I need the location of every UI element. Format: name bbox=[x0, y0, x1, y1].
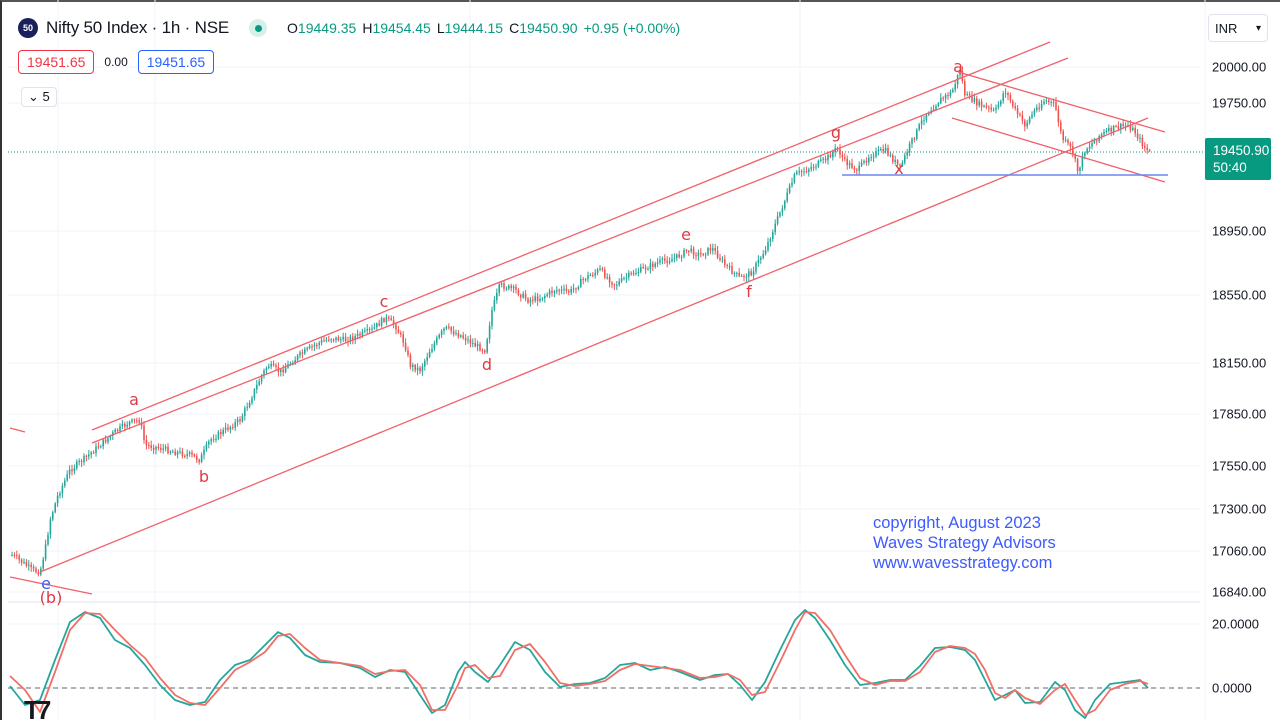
price-axis-label: 17300.00 bbox=[1212, 501, 1267, 517]
svg-text:a: a bbox=[953, 57, 963, 76]
svg-text:b: b bbox=[199, 467, 209, 486]
currency-select[interactable]: INR ▾ bbox=[1208, 14, 1268, 42]
chart-legend: 50 Nifty 50 Index · 1h · NSE O19449.35 H… bbox=[18, 18, 680, 38]
svg-text:e: e bbox=[681, 225, 691, 244]
svg-text:a: a bbox=[129, 390, 139, 409]
last-price-label: 19450.90 50:40 bbox=[1205, 138, 1271, 180]
price-axis-label: 17850.00 bbox=[1212, 406, 1267, 422]
price-axis-label: 18950.00 bbox=[1212, 223, 1267, 239]
price-axis-label: 16840.00 bbox=[1212, 584, 1267, 600]
spread-value: 0.00 bbox=[104, 55, 128, 69]
trendlines[interactable] bbox=[9, 41, 1166, 595]
price-axis-label: 18550.00 bbox=[1212, 287, 1267, 303]
svg-text:(b): (b) bbox=[40, 588, 63, 607]
symbol-badge-icon: 50 bbox=[18, 18, 38, 38]
market-status-icon[interactable] bbox=[249, 19, 268, 37]
sell-button[interactable]: 19451.65 bbox=[18, 50, 95, 74]
price-axis-label: 17060.00 bbox=[1212, 543, 1267, 559]
symbol-title[interactable]: Nifty 50 Index · 1h · NSE bbox=[46, 18, 230, 37]
svg-text:g: g bbox=[831, 123, 841, 142]
price-axis-label: 0.0000 bbox=[1212, 680, 1252, 696]
price-axis-label: 20000.00 bbox=[1212, 59, 1267, 75]
copyright-watermark: copyright, August 2023 Waves Strategy Ad… bbox=[873, 514, 1056, 572]
chevron-down-icon: ⌄ bbox=[28, 89, 39, 104]
svg-text:e: e bbox=[41, 574, 51, 593]
buy-button[interactable]: 19451.65 bbox=[137, 50, 215, 74]
price-change: +0.95 (+0.00%) bbox=[583, 20, 681, 36]
oscillator-lines bbox=[9, 609, 1149, 719]
tradingview-logo-icon[interactable]: T7 bbox=[24, 695, 51, 725]
chevron-down-icon: ▾ bbox=[1255, 22, 1261, 34]
price-axis-label: 17550.00 bbox=[1212, 458, 1267, 474]
svg-text:x: x bbox=[894, 159, 903, 178]
grid bbox=[8, 0, 1206, 720]
indicators-collapse-button[interactable]: ⌄ 5 bbox=[21, 87, 57, 107]
ohlc-values: O19449.35 H19454.45 L19444.15 C19450.90 … bbox=[287, 20, 681, 36]
svg-text:c: c bbox=[380, 292, 389, 311]
indicator-count: 5 bbox=[42, 89, 50, 104]
candles bbox=[11, 66, 1151, 577]
svg-text:d: d bbox=[482, 355, 492, 374]
price-axis-label: 19750.00 bbox=[1212, 95, 1267, 111]
price-axis-label: 18150.00 bbox=[1212, 355, 1267, 371]
svg-text:f: f bbox=[746, 282, 752, 301]
price-axis-label: 20.0000 bbox=[1212, 616, 1259, 632]
trade-buttons: 19451.65 0.00 19451.65 bbox=[18, 50, 215, 74]
